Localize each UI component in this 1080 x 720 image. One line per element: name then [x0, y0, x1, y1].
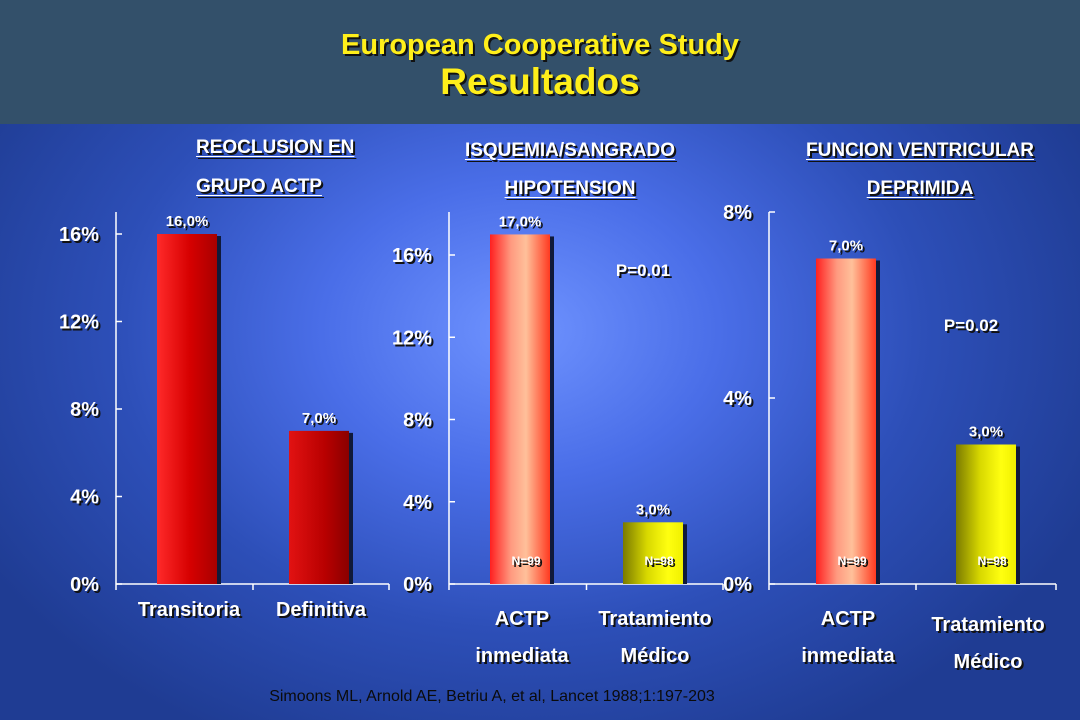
chart3-n-label-1-shadow: N=99 [839, 556, 868, 570]
chart3-ytick-label: 0% [723, 574, 752, 596]
chart2-category-label-1: ACTP [495, 608, 549, 630]
chart3-value-label-2-shadow: 3,0% [971, 426, 1005, 443]
chart1-ytick-label-shadow: 16% [61, 226, 101, 248]
chart1-ytick-label: 4% [70, 487, 99, 509]
chart1-ytick-label: 16% [59, 224, 99, 246]
chart3-category-label-1: inmediata [801, 645, 895, 667]
chart2-p-value-shadow: P=0.01 [618, 263, 672, 282]
chart2-category-label-2-shadow: Médico [623, 647, 692, 669]
slide-title: European Cooperative Study [340, 29, 739, 61]
chart1-ytick-label-shadow: 12% [61, 314, 101, 336]
header-band [0, 0, 1080, 124]
chart3-p-value-shadow: P=0.02 [946, 318, 1000, 337]
chart3-category-label-1: ACTP [821, 608, 875, 630]
chart1-ytick-label-shadow: 4% [72, 489, 101, 511]
chart1-title-line2: GRUPO ACTP [196, 176, 322, 197]
chart2-ytick-label: 12% [392, 327, 432, 349]
chart3-title-line2: DEPRIMIDA [866, 178, 974, 199]
chart2-value-label-1-shadow: 17,0% [501, 215, 544, 232]
chart3-ytick-label-shadow: 0% [725, 576, 754, 598]
chart2-n-label-1-shadow: N=99 [513, 556, 542, 570]
chart3-n-label-2-shadow: N=98 [979, 556, 1008, 570]
chart3-bar-2 [956, 444, 1016, 584]
chart2-bar-2 [623, 522, 683, 584]
citation: Simoons ML, Arnold AE, Betriu A, et al, … [269, 688, 715, 705]
chart2-ytick-label: 16% [392, 245, 432, 267]
chart1-bar-1 [157, 234, 217, 584]
chart2-bar-1 [490, 234, 550, 584]
chart3-bar-1 [816, 258, 876, 584]
chart1-value-label-2-shadow: 7,0% [304, 412, 338, 429]
chart2-ytick-label-shadow: 8% [405, 412, 434, 434]
chart3-category-label-2: Médico [954, 651, 1023, 673]
chart2-ytick-label: 4% [403, 492, 432, 514]
chart1-ytick-label-shadow: 8% [72, 401, 101, 423]
chart3-category-label-1-shadow: inmediata [803, 647, 897, 669]
chart3-ytick-label-shadow: 8% [725, 204, 754, 226]
chart3-category-label-2-shadow: Tratamiento [933, 616, 1046, 638]
chart3-p-value: P=0.02 [944, 316, 998, 335]
chart2-ytick-label: 0% [403, 574, 432, 596]
chart2-value-label-1: 17,0% [499, 213, 542, 230]
chart2-ytick-label-shadow: 0% [405, 576, 434, 598]
chart2-ytick-label-shadow: 16% [394, 247, 434, 269]
chart3-category-label-2-shadow: Médico [956, 653, 1025, 675]
chart1-ytick-label-shadow: 0% [72, 576, 101, 598]
chart3-n-label-2: N=98 [977, 554, 1006, 568]
chart2-ytick-label-shadow: 12% [394, 329, 434, 351]
chart1-category-label-1-shadow: Transitoria [140, 601, 243, 623]
chart1-title-line1: REOCLUSION EN [196, 137, 355, 158]
chart2-title-line1: ISQUEMIA/SANGRADO [464, 140, 676, 161]
chart2-p-value: P=0.01 [616, 261, 670, 280]
chart3-value-label-1: 7,0% [829, 238, 863, 255]
chart2-ytick-label-shadow: 4% [405, 494, 434, 516]
chart2-category-label-2: Tratamiento [598, 608, 711, 630]
chart3-value-label-2: 3,0% [969, 424, 1003, 441]
chart2-value-label-2: 3,0% [636, 501, 670, 518]
chart2-category-label-2: Médico [621, 645, 690, 667]
chart3-category-label-1-shadow: ACTP [823, 610, 877, 632]
chart1-category-label-2: Definitiva [276, 599, 367, 621]
chart3-title-line1: FUNCION VENTRICULAR [806, 140, 1034, 161]
chart1-ytick-label: 8% [70, 399, 99, 421]
chart3-value-label-1-shadow: 7,0% [831, 240, 865, 257]
chart3-ytick-label: 4% [723, 388, 752, 410]
chart3-category-label-2: Tratamiento [931, 614, 1044, 636]
chart2-category-label-1-shadow: ACTP [497, 610, 551, 632]
chart2-category-label-1: inmediata [475, 645, 569, 667]
chart2-category-label-2-shadow: Tratamiento [600, 610, 713, 632]
chart2-value-label-2-shadow: 3,0% [638, 503, 672, 520]
chart2-category-label-1-shadow: inmediata [477, 647, 571, 669]
chart1-value-label-2: 7,0% [302, 410, 336, 427]
chart2-n-label-2-shadow: N=98 [646, 556, 675, 570]
chart1-category-label-1: Transitoria [138, 599, 241, 621]
chart2-ytick-label: 8% [403, 410, 432, 432]
chart2-title-line2: HIPOTENSION [504, 178, 636, 199]
chart2-n-label-2: N=98 [644, 554, 673, 568]
chart3-n-label-1: N=99 [837, 554, 866, 568]
chart1-ytick-label: 0% [70, 574, 99, 596]
chart1-category-label-2-shadow: Definitiva [278, 601, 369, 623]
slide-subtitle: Resultados [440, 61, 640, 102]
chart3-ytick-label: 8% [723, 202, 752, 224]
chart1-value-label-1: 16,0% [166, 213, 209, 230]
chart1-ytick-label: 12% [59, 312, 99, 334]
chart1-value-label-1-shadow: 16,0% [168, 215, 211, 232]
chart1-bar-2 [289, 430, 349, 584]
chart2-n-label-1: N=99 [511, 554, 540, 568]
chart3-ytick-label-shadow: 4% [725, 390, 754, 412]
